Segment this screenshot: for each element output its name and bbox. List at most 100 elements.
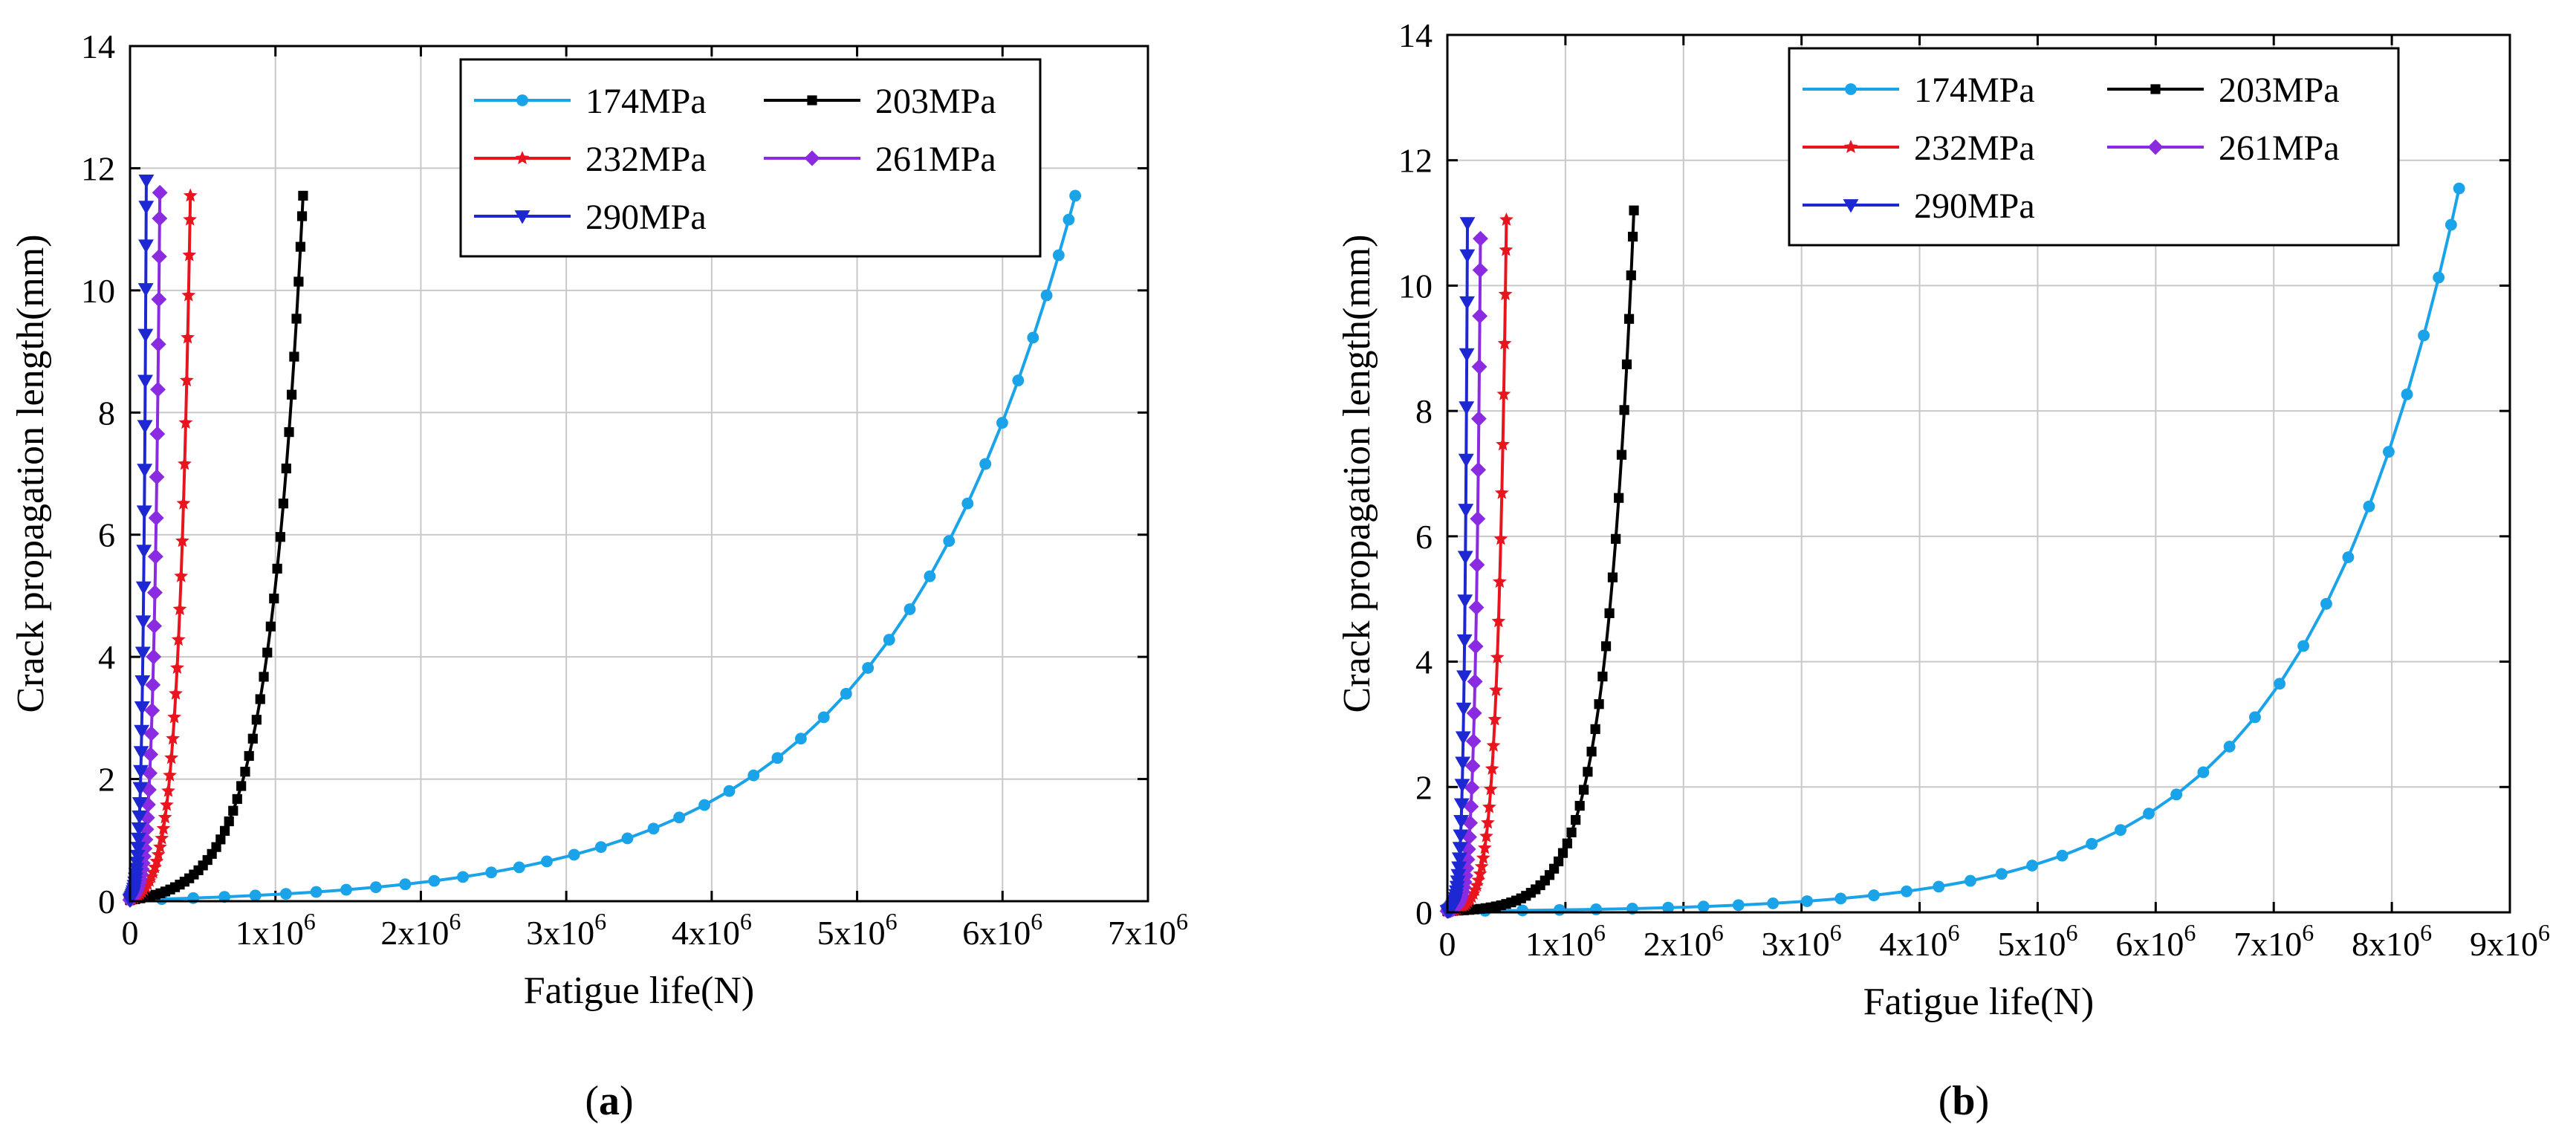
data-point-290MPa [132,782,149,796]
data-point-174MPa [279,888,292,900]
data-point-290MPa [1455,756,1471,770]
y-tick-label: 4 [1415,643,1433,681]
data-point-290MPa [136,545,152,559]
legend-label-290MPa: 290MPa [585,198,707,237]
data-point-203MPa [1621,359,1632,370]
data-point-203MPa [247,733,258,744]
data-point-232MPa [149,854,164,868]
data-point-290MPa [1459,217,1476,231]
data-point-174MPa [2115,824,2126,837]
data-point-232MPa [1477,840,1492,854]
x-tick-label: 3x106 [1762,919,1842,963]
data-point-174MPa [513,861,525,874]
data-point-174MPa [1767,897,1779,909]
data-point-290MPa [138,201,155,215]
data-point-174MPa [771,752,784,764]
data-point-261MPa [149,426,166,442]
data-point-203MPa [215,834,226,845]
panel-b: 0 1x106 2x106 3x106 4x106 5x106 6x106 7x106 8x10… [1336,16,2550,1124]
data-point-203MPa [1623,314,1635,324]
data-point-261MPa [1465,733,1482,750]
data-point-261MPa [151,248,167,264]
data-point-261MPa [1464,758,1481,774]
data-point-261MPa [147,585,163,601]
data-point-290MPa [1458,504,1474,518]
data-point-203MPa [232,793,242,805]
data-point-261MPa [147,548,163,565]
data-point-232MPa [1496,437,1511,451]
data-point-261MPa [1470,411,1487,427]
data-point-174MPa [2249,711,2261,724]
data-point-290MPa [135,615,152,629]
legend: 174MPa 203MPa 232MPa 261MPa 290MPa [459,58,1042,258]
data-point-232MPa [1491,614,1506,628]
data-point-232MPa [169,660,184,675]
data-point-174MPa [340,883,352,896]
data-point-174MPa [2453,182,2465,195]
x-tick-label: 5x106 [817,908,898,952]
data-point-174MPa [1732,899,1745,912]
data-point-290MPa [137,374,153,389]
data-point-261MPa [1472,308,1488,324]
legend-marker-203MPa [2150,84,2161,94]
data-point-174MPa [817,711,830,724]
data-point-203MPa [1626,270,1636,281]
data-point-174MPa [647,822,660,835]
data-point-203MPa [1616,449,1627,460]
data-point-290MPa [134,724,150,738]
data-point-290MPa [134,701,150,715]
data-point-290MPa [136,505,152,519]
data-point-174MPa [457,871,469,883]
data-point-174MPa [723,785,736,797]
data-point-203MPa [219,825,230,836]
series-290MPa [122,175,155,908]
data-point-203MPa [1607,572,1618,582]
data-point-174MPa [903,603,916,615]
data-point-261MPa [146,618,163,634]
data-point-174MPa [218,891,231,903]
data-point-232MPa [1487,712,1502,726]
data-point-290MPa [132,796,148,811]
data-point-290MPa [1456,702,1472,717]
data-point-261MPa [149,469,165,485]
data-point-261MPa [146,649,162,665]
legend-marker-232MPa [515,151,530,165]
legend-label-290MPa: 290MPa [1914,186,2035,226]
legend-label-203MPa: 203MPa [875,82,996,121]
data-point-232MPa [175,533,189,548]
data-point-261MPa [148,510,164,526]
data-point-232MPa [1492,574,1507,588]
data-point-174MPa [2297,640,2310,652]
data-point-174MPa [2401,388,2413,400]
data-point-203MPa [228,805,239,816]
data-point-261MPa [150,336,166,352]
data-point-174MPa [883,634,895,646]
data-point-232MPa [1489,683,1503,696]
data-point-261MPa [152,210,168,227]
data-point-232MPa [163,767,177,782]
data-point-290MPa [129,857,145,871]
data-point-174MPa [1933,880,1945,893]
data-point-174MPa [485,866,498,879]
data-point-203MPa [1600,641,1612,652]
x-tick-label: 2x106 [1644,919,1724,963]
data-point-203MPa [298,190,308,201]
y-tick-label: 12 [81,149,115,187]
data-point-261MPa [142,765,158,782]
data-point-290MPa [133,746,149,760]
data-point-174MPa [1662,901,1675,914]
legend-marker-261MPa [2147,139,2164,155]
data-point-174MPa [840,687,852,700]
data-point-203MPa [269,593,279,604]
legend-marker-203MPa [807,95,817,105]
data-point-174MPa [2363,500,2375,513]
x-tick-label: 5x106 [1997,919,2077,963]
data-point-261MPa [145,677,161,693]
legend-label-232MPa: 232MPa [1914,129,2035,168]
data-point-232MPa [148,860,162,874]
x-tick-label: 7x106 [2233,919,2314,963]
legend-marker-290MPa [1843,199,1859,213]
data-point-232MPa [183,188,198,202]
data-point-290MPa [134,675,151,689]
data-point-174MPa [979,458,992,470]
